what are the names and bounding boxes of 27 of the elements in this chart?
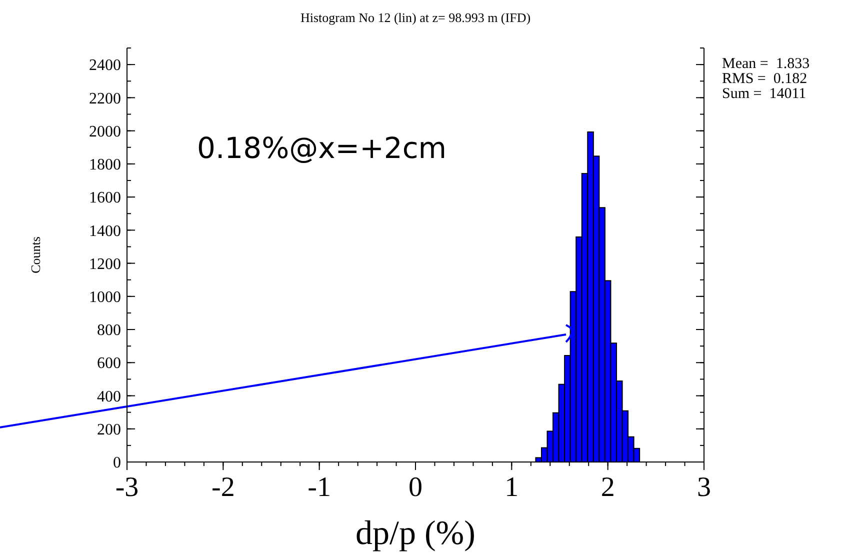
- y-tick-label: 0: [113, 454, 121, 472]
- y-tick-label: 1600: [89, 190, 121, 207]
- y-tick-label: 400: [97, 388, 121, 406]
- y-tick-label: 2200: [89, 90, 121, 108]
- y-tick-label: 2400: [89, 57, 121, 74]
- y-tick-label: 1400: [89, 222, 121, 240]
- text: Mean = 1.833: [722, 56, 810, 72]
- text: Sum = 14011: [722, 86, 806, 102]
- y-tick-label: 600: [97, 355, 121, 372]
- y-tick-label: 2000: [89, 123, 121, 140]
- x-tick-label: -1: [308, 472, 331, 503]
- x-tick-label: 2: [600, 472, 615, 503]
- y-tick-label: 1000: [89, 289, 121, 306]
- annotation: 0.18%@x=+2cm: [197, 131, 447, 165]
- y-axis-title: Counts: [28, 236, 43, 274]
- x-tick-label: 3: [697, 472, 711, 503]
- y-tick-label: 1800: [89, 156, 121, 174]
- x-axis-title: dp/p (%): [356, 515, 476, 552]
- y-tick-label: 200: [97, 421, 121, 438]
- chart-title: Histogram No 12 (lin) at z= 98.993 m (IFD): [300, 10, 531, 25]
- y-tick-label: 1200: [89, 256, 121, 273]
- x-tick-label: -2: [212, 472, 235, 503]
- x-tick-label: 1: [504, 472, 519, 503]
- x-tick-label: -3: [115, 472, 139, 503]
- y-tick-label: 800: [97, 322, 121, 340]
- x-tick-label: 0: [408, 472, 422, 503]
- text: RMS = 0.182: [722, 71, 808, 87]
